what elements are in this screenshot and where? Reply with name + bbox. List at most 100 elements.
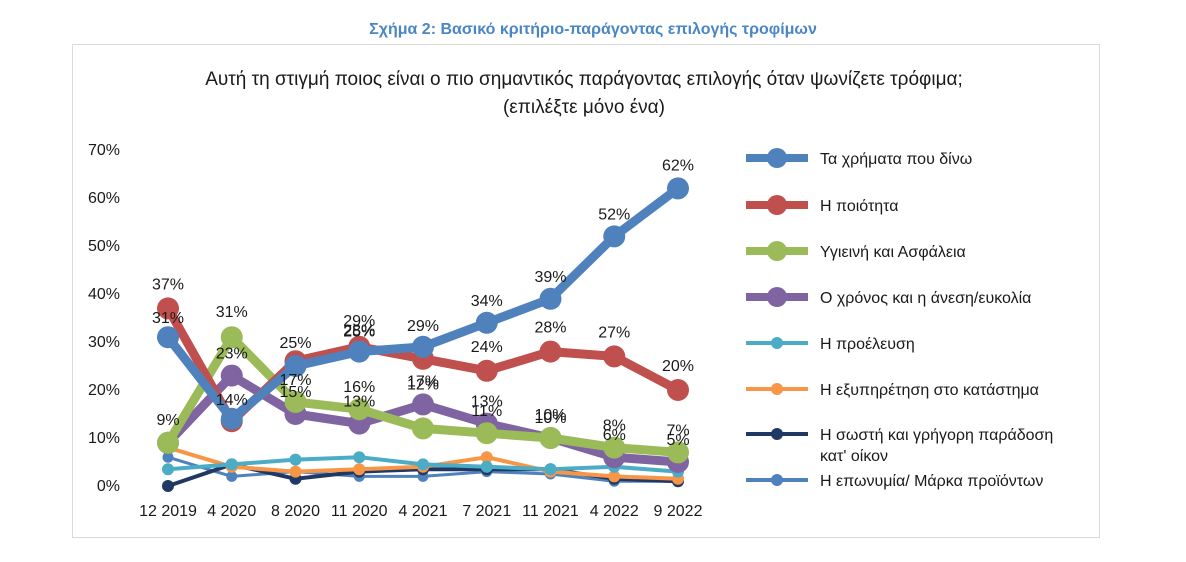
data-label: 5%: [666, 432, 689, 449]
data-label: 24%: [471, 339, 503, 356]
data-label: 10%: [534, 410, 566, 427]
data-point: [539, 287, 562, 310]
data-point: [667, 177, 689, 200]
legend-swatch-marker: [771, 383, 783, 395]
x-tick-label: 7 2021: [462, 503, 511, 520]
chart-frame: [72, 44, 1100, 538]
data-label: 20%: [662, 358, 694, 375]
y-axis: 0% 10% 20% 30% 40% 50% 60% 70%: [88, 142, 120, 495]
data-point: [475, 422, 498, 445]
figure-caption: Σχήμα 2: Βασικό κριτήριο-παράγοντας επιλ…: [369, 21, 817, 38]
data-point: [353, 451, 366, 464]
data-label: 6%: [603, 427, 626, 444]
x-tick-label: 12 2019: [139, 503, 197, 520]
data-label: 10%: [534, 407, 566, 424]
data-point: [412, 393, 434, 416]
legend: Τα χρήματα που δίνω Η ποιότητα Υγιεινή και…: [746, 148, 1053, 490]
y-tick-label: 60%: [88, 190, 120, 207]
data-label: 62%: [662, 157, 694, 174]
legend-item: Η ποιότητα: [746, 195, 899, 215]
data-point: [539, 427, 562, 449]
data-label: 25%: [279, 335, 311, 352]
data-point: [157, 297, 179, 320]
x-tick-label: 9 2022: [654, 503, 703, 520]
chart-subtitle: (επιλέξτε μόνο ένα): [503, 97, 665, 118]
y-tick-label: 10%: [88, 430, 120, 447]
legend-item: Η επωνυμία/ Μάρκα προϊόντων: [746, 473, 1043, 490]
y-tick-label: 50%: [88, 238, 120, 255]
data-label: 23%: [216, 346, 248, 363]
legend-label: Ο χρόνος και η άνεση/ευκολία: [820, 290, 1031, 307]
legend-swatch-marker: [767, 287, 787, 307]
data-point: [412, 417, 434, 440]
data-label: 14%: [216, 392, 248, 409]
data-label: 13%: [343, 394, 375, 411]
data-label: 37%: [152, 276, 184, 293]
y-tick-label: 40%: [88, 286, 120, 303]
x-tick-label: 4 2020: [207, 503, 256, 520]
data-point: [289, 453, 302, 466]
data-point: [284, 391, 307, 413]
data-label: 8%: [603, 418, 626, 435]
data-point: [480, 460, 493, 473]
y-tick-label: 20%: [88, 382, 120, 399]
x-tick-label: 4 2021: [399, 503, 448, 520]
data-label: 27%: [598, 324, 630, 341]
data-point: [539, 340, 562, 363]
chart-title: Αυτή τη στιγμή ποιος είναι ο πιο σημαντι…: [205, 69, 963, 90]
data-label: 15%: [279, 384, 311, 401]
data-label: 16%: [343, 379, 375, 396]
data-point: [603, 225, 626, 248]
data-point: [417, 458, 429, 471]
y-tick-label: 30%: [88, 334, 120, 351]
data-label: 28%: [534, 320, 566, 337]
legend-item: Υγιεινή και Ασφάλεια: [746, 241, 966, 261]
data-label: 11%: [471, 403, 502, 420]
data-label: 17%: [279, 372, 311, 389]
data-point: [353, 463, 366, 476]
data-point: [157, 431, 179, 454]
data-point: [475, 311, 498, 334]
legend-swatch-marker: [771, 474, 783, 486]
data-label: 12%: [407, 376, 439, 393]
legend-swatch-marker: [767, 148, 787, 168]
data-point: [162, 480, 174, 492]
legend-item: Τα χρήματα που δίνω: [746, 148, 972, 168]
data-point: [289, 465, 302, 478]
legend-item: Η σωστή και γρήγορη παράδοση κατ' οίκον: [746, 427, 1053, 465]
data-label: 39%: [534, 269, 566, 286]
legend-label: Η εξυπηρέτηση στο κατάστημα: [820, 382, 1039, 399]
data-point: [608, 470, 621, 483]
y-tick-label: 70%: [88, 142, 120, 159]
data-label: 7%: [666, 422, 689, 439]
legend-swatch-marker: [767, 195, 787, 215]
legend-label: Υγιεινή και Ασφάλεια: [820, 244, 966, 261]
data-label: 17%: [407, 373, 439, 390]
data-labels: 31%14%25%28% 29%34%39%52%62%37%29%24%28% 2…: [152, 157, 694, 449]
data-point: [284, 355, 307, 377]
legend-swatch-marker: [771, 337, 783, 349]
data-point: [480, 451, 493, 464]
data-label: 52%: [598, 206, 630, 223]
legend-label: Τα χρήματα που δίνω: [820, 151, 972, 168]
data-label: 29%: [407, 318, 439, 335]
x-tick-label: 8 2020: [271, 503, 320, 520]
data-label: 34%: [471, 293, 503, 310]
data-point: [603, 436, 626, 459]
y-tick-label: 0%: [97, 478, 120, 495]
legend-label: Η σωστή και γρήγορη παράδοση κατ' οίκον: [820, 427, 1053, 465]
x-tick-label: 11 2020: [331, 503, 388, 520]
x-tick-label: 11 2021: [522, 503, 579, 520]
data-label: 29%: [343, 313, 375, 330]
legend-item: Η προέλευση: [746, 336, 915, 353]
series-3: [157, 326, 689, 464]
data-point: [667, 379, 689, 401]
data-point: [603, 345, 626, 368]
data-point: [226, 470, 238, 482]
x-axis: 12 2019 4 2020 8 2020 11 2020 4 2021 7 2021 11…: [139, 503, 702, 520]
series-1: [157, 177, 689, 430]
data-point: [220, 326, 243, 349]
data-point: [412, 335, 434, 358]
data-point: [220, 364, 243, 387]
